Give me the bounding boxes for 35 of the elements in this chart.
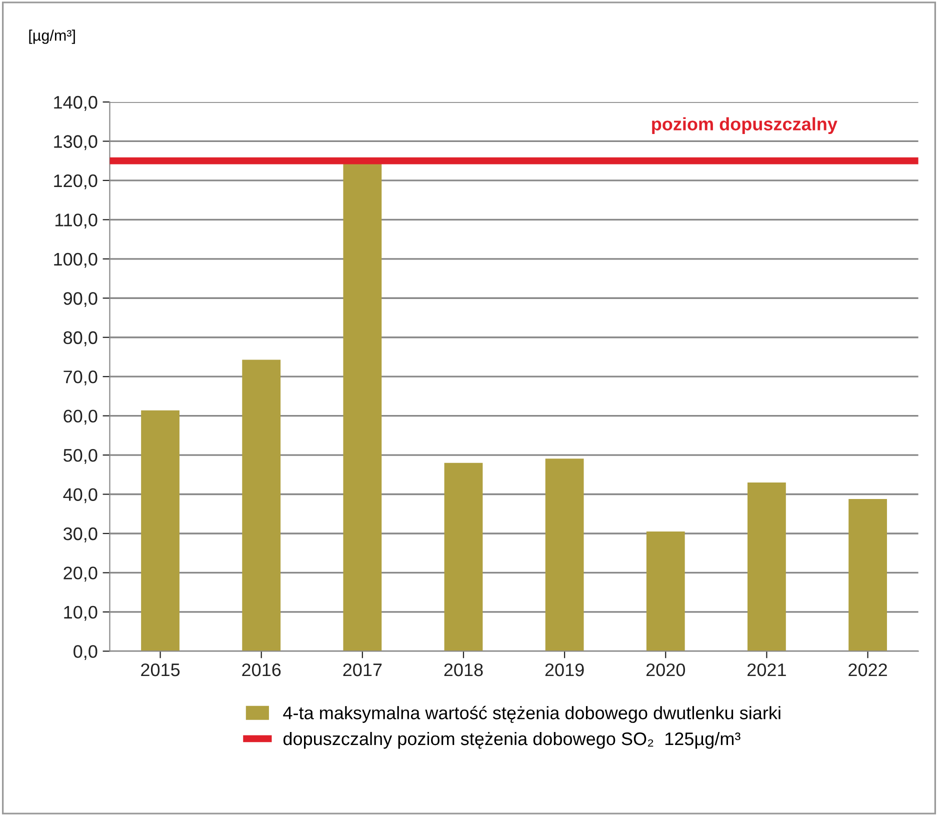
x-tick-label: 2022	[848, 663, 887, 676]
bar	[242, 360, 281, 652]
legend-label: dopuszczalny poziom stężenia dobowego SO₂ 125µg/m³	[283, 732, 740, 749]
bar	[141, 410, 180, 652]
y-tick-label: 60,0	[64, 410, 98, 425]
annotation: poziom dopuszczalny	[652, 117, 838, 134]
bar	[848, 498, 887, 652]
y-axis-title: [µg/m³]	[29, 30, 75, 44]
y-tick-label: 120,0	[54, 174, 98, 190]
x-tick-label: 2016	[242, 663, 281, 676]
bar	[747, 482, 786, 652]
x-tick-label: 2020	[646, 663, 686, 676]
bar	[646, 532, 685, 652]
bar	[444, 462, 483, 652]
y-tick-label: 130,0	[54, 135, 98, 150]
legend-label: 4-ta maksymalna wartość stężenia dobowego dwutlenku siarki	[283, 706, 780, 723]
y-tick-label: 10,0	[64, 606, 98, 621]
y-tick-label: 30,0	[63, 527, 98, 542]
x-tick-label: 2017	[343, 663, 382, 676]
x-tick-label: 2018	[444, 663, 483, 676]
x-tick-label: 2021	[748, 663, 786, 676]
bar	[545, 458, 584, 652]
y-tick-label: 20,0	[64, 566, 98, 582]
y-tick-label: 50,0	[64, 448, 98, 464]
y-tick-label: 40,0	[63, 488, 98, 504]
y-tick-label: 140,0	[54, 96, 98, 111]
y-tick-label: 100,0	[54, 252, 98, 268]
y-tick-label: 80,0	[64, 331, 98, 346]
y-tick-label: 70,0	[64, 370, 98, 386]
y-tick-label: 0,0	[74, 645, 98, 660]
y-tick-label: 90,0	[64, 292, 98, 307]
bar	[343, 162, 382, 652]
y-tick-label: 110,0	[55, 214, 98, 229]
x-tick-label: 2015	[141, 663, 180, 676]
x-tick-label: 2019	[545, 663, 584, 676]
